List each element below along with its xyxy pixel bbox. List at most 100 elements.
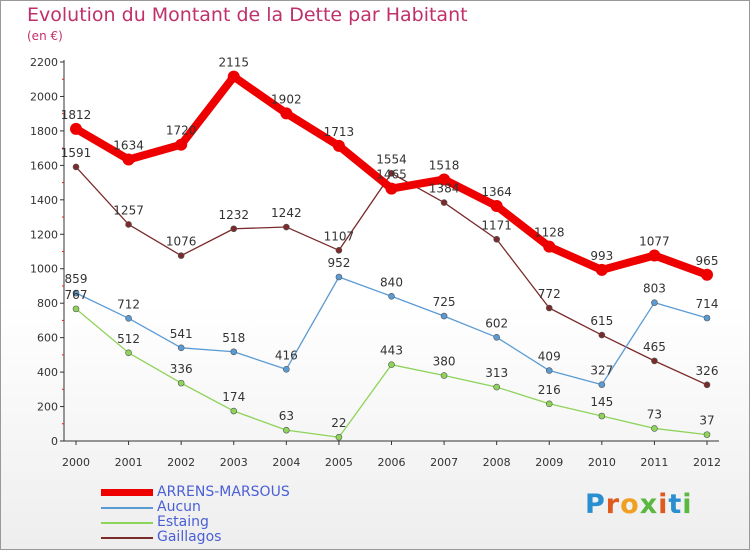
data-point xyxy=(388,169,395,177)
x-tick-label: 2012 xyxy=(693,456,721,469)
x-tick-label: 2002 xyxy=(167,456,195,469)
x-tick-label: 2005 xyxy=(325,456,353,469)
y-tick-label: 0 xyxy=(51,435,58,448)
data-label: 1242 xyxy=(271,206,302,220)
data-label: 145 xyxy=(590,395,613,409)
data-point xyxy=(651,425,658,432)
data-label: 336 xyxy=(170,362,193,376)
data-label: 803 xyxy=(643,282,666,296)
y-tick-label: 1800 xyxy=(30,125,58,138)
data-point xyxy=(598,331,606,339)
data-point xyxy=(230,348,238,356)
data-label: 965 xyxy=(696,254,719,268)
data-point xyxy=(175,138,188,151)
x-tick-label: 2006 xyxy=(378,456,406,469)
data-point xyxy=(648,249,661,262)
data-point xyxy=(283,366,290,373)
data-point xyxy=(72,305,80,313)
data-point xyxy=(230,407,238,415)
data-label: 1171 xyxy=(481,218,512,232)
x-tick-label: 2001 xyxy=(115,456,143,469)
x-tick-label: 2000 xyxy=(62,456,90,469)
data-point xyxy=(493,235,500,243)
data-point xyxy=(122,153,135,166)
legend-label: Aucun xyxy=(157,499,201,515)
y-tick-label: 1000 xyxy=(30,263,58,276)
data-point xyxy=(543,240,556,253)
data-point xyxy=(125,315,132,322)
data-point xyxy=(388,292,395,300)
data-label: 952 xyxy=(327,256,350,270)
chart-subtitle: (en €) xyxy=(27,29,63,43)
data-label: 1518 xyxy=(429,158,460,172)
legend-swatch xyxy=(101,507,153,509)
data-point xyxy=(438,173,451,186)
data-label: 602 xyxy=(485,316,508,330)
data-label: 767 xyxy=(65,288,88,302)
data-label: 1128 xyxy=(534,226,565,240)
data-label: 73 xyxy=(647,407,662,421)
y-tick-label: 400 xyxy=(37,366,58,379)
data-label: 327 xyxy=(590,364,613,378)
data-label: 326 xyxy=(696,364,719,378)
data-label: 712 xyxy=(117,297,140,311)
data-point xyxy=(598,412,606,420)
data-label: 1902 xyxy=(271,92,302,106)
data-point xyxy=(177,344,185,352)
data-point xyxy=(595,263,608,276)
data-point xyxy=(388,361,395,368)
brand-logo: Proxiti xyxy=(585,489,693,520)
x-tick-label: 2009 xyxy=(535,456,563,469)
data-label: 859 xyxy=(65,272,88,286)
data-point xyxy=(283,223,290,231)
data-label: 1076 xyxy=(166,235,197,249)
data-point xyxy=(125,349,132,357)
data-label: 313 xyxy=(485,366,508,380)
y-tick-label: 1400 xyxy=(30,194,58,207)
data-label: 37 xyxy=(699,414,714,428)
y-tick-label: 600 xyxy=(37,332,58,345)
data-point xyxy=(490,200,503,213)
legend-label: Estaing xyxy=(157,514,209,530)
data-point xyxy=(335,246,343,254)
legend-label: Gaillagos xyxy=(157,529,222,545)
data-label: 840 xyxy=(380,275,403,289)
y-tick-label: 800 xyxy=(37,297,58,310)
data-label: 1364 xyxy=(481,185,512,199)
chart-title: Evolution du Montant de la Dette par Hab… xyxy=(27,4,468,26)
data-label: 63 xyxy=(279,409,294,423)
x-tick-label: 2003 xyxy=(220,456,248,469)
data-point xyxy=(598,381,606,388)
data-point xyxy=(440,312,448,320)
y-tick-label: 2000 xyxy=(30,90,58,103)
data-label: 216 xyxy=(538,383,561,397)
y-tick-label: 200 xyxy=(37,401,58,414)
data-label: 1384 xyxy=(429,182,460,196)
data-label: 615 xyxy=(590,314,613,328)
data-point xyxy=(701,268,713,281)
data-point xyxy=(440,372,448,379)
data-point xyxy=(70,122,82,135)
data-label: 174 xyxy=(222,390,245,404)
data-point xyxy=(332,139,345,152)
legend-swatch xyxy=(101,522,153,524)
data-point xyxy=(651,299,658,306)
data-label: 1591 xyxy=(61,146,92,160)
legend-swatch xyxy=(101,537,153,539)
legend-swatch xyxy=(101,489,153,496)
x-tick-label: 2010 xyxy=(588,456,616,469)
data-point xyxy=(72,163,80,171)
data-label: 1634 xyxy=(113,139,144,153)
data-point xyxy=(545,304,553,312)
y-tick-label: 1600 xyxy=(30,159,58,172)
data-point xyxy=(703,431,711,438)
data-label: 518 xyxy=(222,331,245,345)
data-label: 725 xyxy=(433,295,456,309)
data-point xyxy=(545,400,553,408)
data-label: 1812 xyxy=(61,108,92,122)
data-point xyxy=(125,221,132,228)
data-point xyxy=(280,107,293,120)
data-point xyxy=(227,70,240,83)
data-point xyxy=(335,433,343,441)
